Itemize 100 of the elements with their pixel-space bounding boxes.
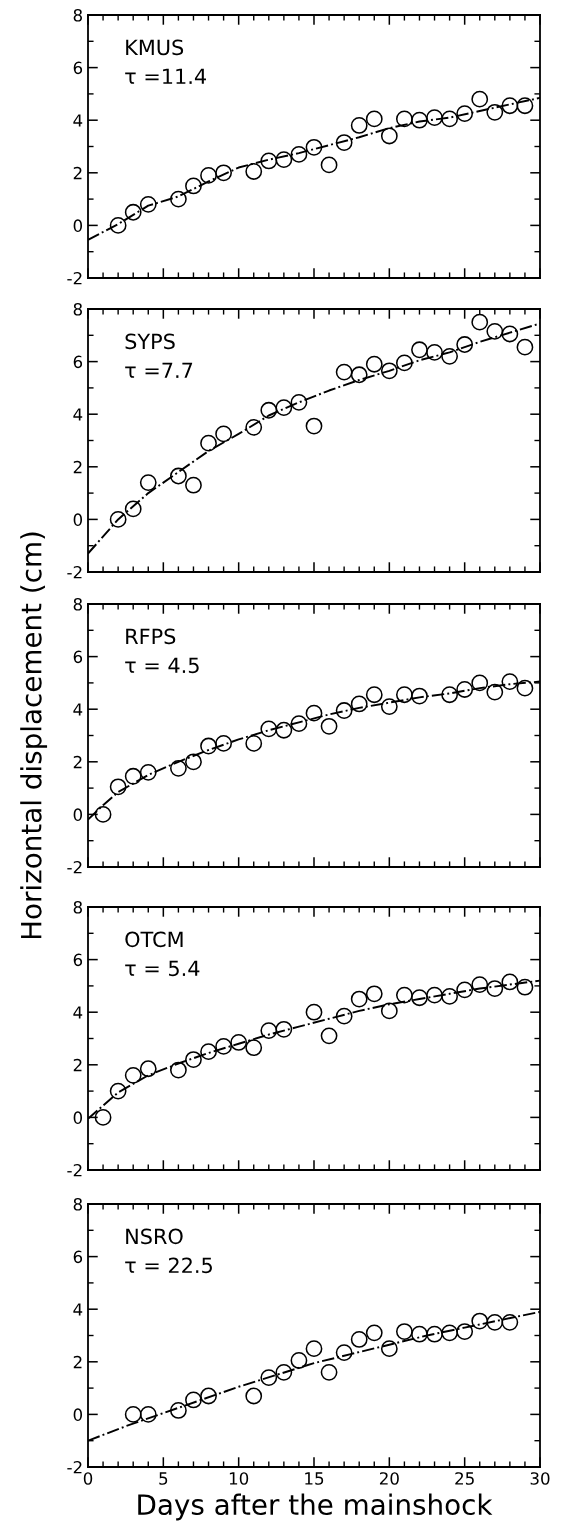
point xyxy=(290,715,308,733)
point xyxy=(245,418,263,436)
y-tick-label: 2 xyxy=(73,1355,82,1369)
y-axis-title: Horizontal displacement (cm) xyxy=(20,532,48,939)
point xyxy=(185,177,202,195)
point xyxy=(139,474,157,491)
point xyxy=(471,313,489,331)
y-tick-label: 2 xyxy=(73,460,82,474)
point xyxy=(426,1325,443,1343)
point xyxy=(350,1331,368,1348)
point xyxy=(380,1340,398,1358)
x-tick-label: 0 xyxy=(83,1472,93,1485)
y-tick-label: 4 xyxy=(73,114,83,127)
point xyxy=(124,500,142,518)
annotation: NSRO xyxy=(126,1228,183,1245)
point xyxy=(200,434,217,452)
point xyxy=(290,393,308,411)
point xyxy=(109,778,127,796)
y-tick-label: 2 xyxy=(73,166,82,180)
point xyxy=(335,134,353,151)
x-tick-label: 30 xyxy=(530,1472,550,1485)
point xyxy=(426,343,443,361)
y-tick-label: 4 xyxy=(73,1006,83,1019)
point xyxy=(441,347,459,365)
point xyxy=(380,698,398,715)
y-tick-label: -2 xyxy=(67,1460,82,1474)
point xyxy=(185,753,202,771)
point xyxy=(335,702,353,719)
point xyxy=(275,1020,293,1038)
point xyxy=(124,203,142,221)
annotation: KMUS xyxy=(126,39,184,56)
point xyxy=(200,167,217,184)
annotation: RFPS xyxy=(126,628,176,645)
y-tick-label: 4 xyxy=(73,703,83,716)
y-tick-label: 0 xyxy=(73,808,83,821)
point xyxy=(275,721,293,739)
y-tick-label: 6 xyxy=(73,953,83,967)
x-tick-label: 5 xyxy=(159,1472,168,1485)
point xyxy=(169,759,187,777)
point xyxy=(139,1405,157,1423)
point xyxy=(200,1043,217,1061)
point xyxy=(260,401,278,419)
y-tick-label: -2 xyxy=(67,1163,82,1177)
point xyxy=(501,1313,519,1331)
y-tick-label: 0 xyxy=(73,513,83,526)
annotation: τ = 5.4 xyxy=(125,960,200,977)
point xyxy=(275,151,293,169)
x-tick-label: 25 xyxy=(455,1472,474,1485)
y-tick-label: 8 xyxy=(73,8,82,22)
point xyxy=(320,156,338,174)
point xyxy=(501,325,519,343)
annotation: τ =7.7 xyxy=(125,362,193,378)
point xyxy=(124,767,142,785)
point xyxy=(185,1391,202,1409)
point xyxy=(395,354,413,372)
point xyxy=(215,164,233,182)
y-tick-label: 4 xyxy=(73,1303,83,1316)
point xyxy=(501,673,519,690)
y-tick-label: 2 xyxy=(73,1058,82,1072)
point xyxy=(516,978,534,996)
point xyxy=(94,805,112,823)
y-tick-label: 4 xyxy=(73,408,83,421)
y-tick-label: 8 xyxy=(73,597,82,611)
point xyxy=(380,127,398,145)
y-tick-label: 2 xyxy=(73,755,82,769)
x-tick-label: 10 xyxy=(229,1472,249,1485)
point xyxy=(215,425,233,443)
point xyxy=(245,734,263,752)
y-tick-label: 0 xyxy=(73,1408,83,1421)
point xyxy=(139,195,157,213)
point xyxy=(245,163,263,180)
point xyxy=(395,686,413,704)
point xyxy=(350,695,368,713)
point xyxy=(109,510,127,528)
point xyxy=(380,362,398,380)
point xyxy=(200,737,217,755)
annotation: τ = 4.5 xyxy=(125,657,199,674)
point xyxy=(124,1066,142,1084)
point xyxy=(486,322,504,340)
x-tick-label: 15 xyxy=(305,1472,324,1485)
point xyxy=(169,190,187,208)
point xyxy=(305,138,323,156)
y-tick-label: 6 xyxy=(73,61,83,75)
point xyxy=(335,363,353,381)
point xyxy=(486,683,504,701)
y-tick-label: 0 xyxy=(73,1111,83,1124)
point xyxy=(260,1369,278,1386)
point xyxy=(380,1002,398,1020)
point xyxy=(365,1324,383,1342)
point xyxy=(305,1003,323,1021)
point xyxy=(185,476,202,494)
point xyxy=(320,1027,338,1045)
annotation: OTCM xyxy=(125,931,183,948)
point xyxy=(350,117,368,134)
point xyxy=(169,467,187,485)
point xyxy=(320,717,338,735)
point xyxy=(350,366,368,384)
point xyxy=(441,1324,459,1342)
point xyxy=(260,720,278,738)
y-tick-label: 8 xyxy=(73,900,82,914)
